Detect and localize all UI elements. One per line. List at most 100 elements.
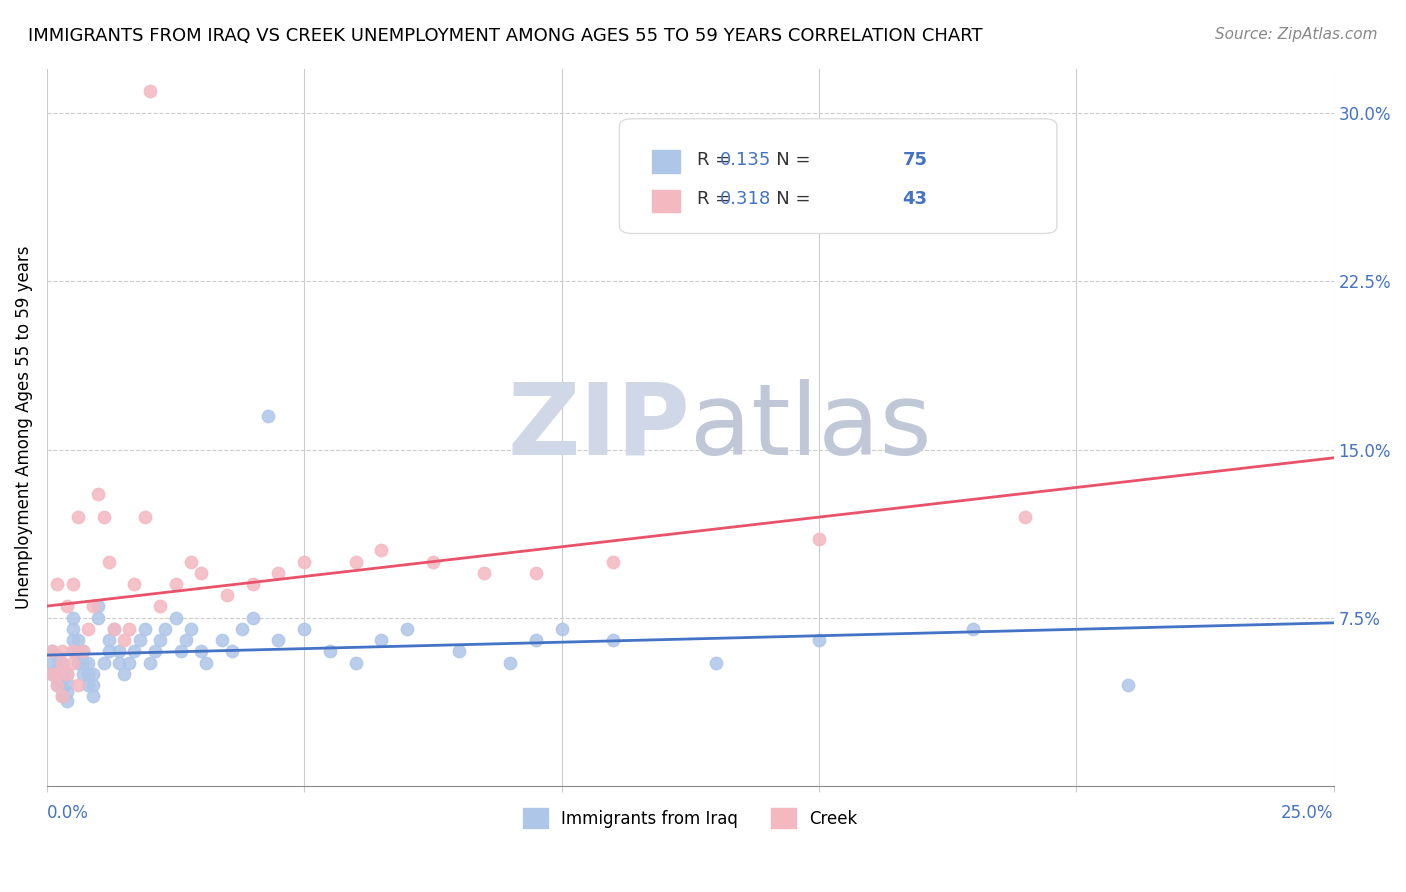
- Point: [215, 588, 238, 602]
- Point: [962, 622, 984, 636]
- Point: [56, 599, 79, 614]
- Point: [155, 622, 177, 636]
- Point: [56, 675, 79, 690]
- Point: [1116, 678, 1139, 692]
- Point: [72, 644, 94, 658]
- Point: [93, 656, 115, 670]
- Text: Source: ZipAtlas.com: Source: ZipAtlas.com: [1215, 27, 1378, 42]
- Text: atlas: atlas: [690, 378, 932, 475]
- Point: [422, 555, 444, 569]
- Point: [704, 656, 727, 670]
- Point: [72, 644, 94, 658]
- Point: [149, 633, 172, 648]
- Point: [112, 666, 135, 681]
- Point: [82, 678, 104, 692]
- FancyBboxPatch shape: [620, 119, 1057, 234]
- Point: [62, 577, 84, 591]
- Point: [524, 566, 547, 580]
- Point: [82, 689, 104, 703]
- Point: [51, 666, 73, 681]
- Point: [108, 656, 131, 670]
- Point: [124, 577, 146, 591]
- Point: [56, 666, 79, 681]
- Point: [46, 648, 69, 663]
- Point: [46, 666, 69, 681]
- Point: [51, 682, 73, 697]
- Text: ZIP: ZIP: [508, 378, 690, 475]
- Point: [62, 644, 84, 658]
- Y-axis label: Unemployment Among Ages 55 to 59 years: Unemployment Among Ages 55 to 59 years: [15, 245, 32, 609]
- Point: [231, 622, 253, 636]
- Point: [66, 678, 89, 692]
- Point: [134, 622, 156, 636]
- Point: [66, 633, 89, 648]
- FancyBboxPatch shape: [651, 190, 681, 212]
- Point: [602, 633, 624, 648]
- Point: [447, 644, 470, 658]
- Point: [51, 644, 73, 658]
- Point: [139, 84, 162, 98]
- Point: [62, 656, 84, 670]
- Point: [344, 656, 367, 670]
- Point: [46, 678, 69, 692]
- FancyBboxPatch shape: [651, 151, 681, 172]
- Point: [292, 555, 315, 569]
- Point: [87, 599, 110, 614]
- Point: [344, 555, 367, 569]
- Point: [242, 610, 264, 624]
- Point: [396, 622, 419, 636]
- Point: [41, 656, 63, 670]
- Point: [46, 671, 69, 685]
- Point: [180, 555, 202, 569]
- Text: IMMIGRANTS FROM IRAQ VS CREEK UNEMPLOYMENT AMONG AGES 55 TO 59 YEARS CORRELATION: IMMIGRANTS FROM IRAQ VS CREEK UNEMPLOYME…: [28, 27, 983, 45]
- Point: [128, 633, 150, 648]
- Point: [108, 644, 131, 658]
- Point: [143, 644, 166, 658]
- Point: [524, 633, 547, 648]
- Point: [72, 666, 94, 681]
- Point: [1014, 509, 1036, 524]
- Point: [118, 622, 141, 636]
- Point: [180, 622, 202, 636]
- Point: [149, 599, 172, 614]
- Point: [56, 666, 79, 681]
- Text: 25.0%: 25.0%: [1281, 804, 1333, 822]
- Point: [51, 673, 73, 688]
- Text: 43: 43: [903, 190, 928, 208]
- Point: [56, 684, 79, 698]
- Text: 0.135: 0.135: [720, 151, 770, 169]
- Text: R =        N =: R = N =: [696, 190, 827, 208]
- Text: 0.318: 0.318: [720, 190, 770, 208]
- Point: [139, 656, 162, 670]
- Text: R =        N =: R = N =: [696, 151, 827, 169]
- Point: [66, 644, 89, 658]
- Point: [46, 678, 69, 692]
- Point: [46, 577, 69, 591]
- Point: [134, 509, 156, 524]
- Legend: Immigrants from Iraq, Creek: Immigrants from Iraq, Creek: [516, 801, 865, 835]
- Point: [62, 633, 84, 648]
- Point: [370, 633, 392, 648]
- Point: [550, 622, 572, 636]
- Point: [46, 662, 69, 676]
- Point: [267, 566, 290, 580]
- Text: 0.0%: 0.0%: [46, 804, 89, 822]
- Point: [77, 678, 100, 692]
- Point: [370, 543, 392, 558]
- Point: [190, 644, 212, 658]
- Point: [51, 689, 73, 703]
- Point: [124, 644, 146, 658]
- Point: [221, 644, 243, 658]
- Point: [66, 656, 89, 670]
- Point: [62, 622, 84, 636]
- Point: [72, 656, 94, 670]
- Point: [77, 666, 100, 681]
- Point: [807, 533, 830, 547]
- Point: [97, 633, 120, 648]
- Point: [66, 509, 89, 524]
- Point: [267, 633, 290, 648]
- Point: [87, 487, 110, 501]
- Point: [195, 656, 218, 670]
- Point: [62, 644, 84, 658]
- Point: [41, 644, 63, 658]
